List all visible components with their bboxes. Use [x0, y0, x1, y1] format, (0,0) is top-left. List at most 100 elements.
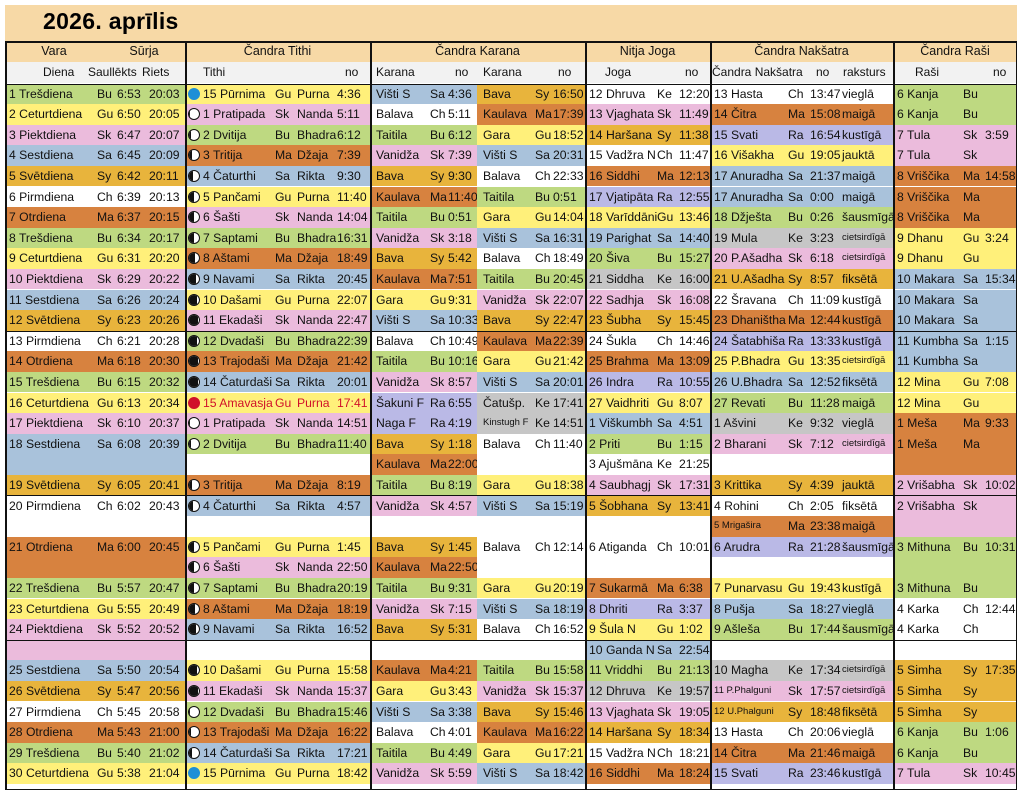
joga-cell-time: 12:20 — [679, 86, 710, 101]
joga-cell-planet: Ke — [657, 457, 672, 472]
karana1-cell: Vanidža Sk 8:57 — [370, 371, 477, 393]
karana1-cell-name: Taitila — [376, 477, 408, 492]
day-cell: 12 Svētdiena Sy 6:23 20:26 — [5, 310, 185, 331]
tithi-cell-planet: Sa — [275, 271, 290, 286]
tithi-cell-kind: Nanda — [297, 107, 333, 122]
rasi-cell-planet: Bu — [963, 107, 978, 122]
karana1-cell-name: Vanidža — [376, 230, 420, 245]
tithi-cell-planet: Bu — [275, 333, 290, 348]
joga-cell-time: 17:31 — [679, 477, 710, 492]
header-karana-group: Čandra Karana — [370, 41, 585, 62]
nakshatra-cell-character: vieglā — [842, 416, 874, 431]
karana1-cell-time: 3:38 — [448, 704, 472, 719]
karana1-cell-planet: Sa — [430, 313, 445, 328]
row-divider — [5, 639, 1017, 642]
karana2-cell-planet: Gu — [535, 580, 552, 595]
day-cell-name: 22 Trešdiena — [9, 580, 80, 595]
karana2-cell-planet: Sa — [535, 498, 550, 513]
moon-phase-icon — [188, 726, 200, 739]
joga-cell-planet: Gu — [657, 210, 674, 225]
karana2-cell-name: Višti S — [483, 498, 518, 513]
joga-cell-name: 3 Ajušmāna — [589, 457, 653, 472]
tithi-cell-time: 20:19 — [337, 580, 368, 595]
rasi-cell-name: 6 Kanja — [897, 107, 939, 122]
day-cell: 4 Sestdiena Sa 6:45 20:09 — [5, 145, 185, 166]
rasi-cell-planet: Ma — [963, 210, 980, 225]
karana1-cell-time: 9:31 — [448, 292, 472, 307]
nakshatra-cell-time: 21:28 — [810, 539, 841, 554]
nakshatra-cell-planet: Gu — [788, 354, 805, 369]
day-cell-planet: Bu — [97, 230, 112, 245]
karana2-cell-planet: Bu — [535, 189, 550, 204]
nakshatra-cell-character: cietsirdīgā — [842, 231, 886, 243]
karana1-cell-planet: Sk — [430, 230, 445, 245]
nakshatra-cell: 15 Svati Ra 23:46 kustīgā — [710, 763, 893, 784]
rasi-cell-planet: Sa — [963, 333, 978, 348]
karana1-cell-name: Taitila — [376, 580, 408, 595]
day-cell-sunrise: 5:52 — [117, 622, 141, 637]
joga-cell-time: 19:57 — [679, 683, 710, 698]
rasi-cell: 8 Vriščika Ma — [893, 207, 1017, 228]
nakshatra-cell-name: 19 Mula — [714, 230, 758, 245]
empty-cell — [893, 516, 1017, 537]
karana1-cell: Šakuni F Ra 6:55 — [370, 392, 477, 414]
rasi-cell-name: 1 Meša — [897, 416, 937, 431]
joga-cell-time: 13:46 — [679, 210, 710, 225]
karana1-cell-time: 10:16 — [448, 354, 477, 369]
tithi-cell-name: 2 Dvitija — [203, 436, 247, 451]
karana1-cell-planet: Ch — [430, 725, 446, 740]
nakshatra-cell-time: 0:26 — [810, 210, 834, 225]
karana1-cell-time: 7:15 — [448, 601, 472, 616]
karana2-cell: Kaulava Ma 16:22 — [477, 722, 585, 743]
empty-cell — [710, 639, 893, 661]
karana1-cell-time: 4:36 — [448, 86, 472, 101]
moon-phase-icon — [188, 499, 200, 512]
tithi-cell-time: 17:21 — [337, 745, 368, 760]
karana2-cell: Višti S Sa 20:01 — [477, 371, 585, 393]
day-cell-planet: Ch — [97, 704, 113, 719]
nakshatra-cell-character: kustīgā — [842, 333, 882, 348]
day-cell-planet: Ma — [97, 725, 114, 740]
title-bar: 2026. aprīlis — [5, 5, 1017, 41]
tithi-cell: 10 Dašami Gu Purna 22:07 — [185, 289, 370, 311]
day-cell-planet: Sk — [97, 416, 112, 431]
day-cell-sunrise: 5:43 — [117, 725, 141, 740]
nakshatra-cell-character: maigā — [842, 107, 876, 122]
row-divider — [5, 41, 1017, 43]
nakshatra-cell: 9 Ašleša Bu 17:44 šausmīgā — [710, 619, 893, 640]
karana1-cell-name: Bava — [376, 168, 404, 183]
rasi-cell: 6 Kanja Bu 1:06 — [893, 722, 1017, 743]
joga-cell-planet: Ma — [657, 580, 674, 595]
tithi-cell-kind: Bhadra — [297, 580, 337, 595]
moon-phase-icon — [188, 149, 200, 162]
karana1-cell: Bava Sy 9:30 — [370, 165, 477, 187]
header-surja: Sūrja — [103, 41, 185, 62]
nakshatra-cell-character: kustīgā — [842, 313, 882, 328]
rasi-cell-time: 9:33 — [985, 416, 1009, 431]
nakshatra-cell-name: 12 U.Phalguni — [714, 705, 774, 717]
tithi-cell-time: 20:01 — [337, 374, 368, 389]
tithi-cell-kind: Purna — [297, 86, 330, 101]
joga-cell-time: 1:15 — [679, 436, 703, 451]
nakshatra-cell-character: jauktā — [842, 477, 875, 492]
karana1-cell: Bava Sy 1:18 — [370, 433, 477, 455]
nakshatra-cell-time: 18:48 — [810, 704, 841, 719]
rasi-cell-name: 5 Simha — [897, 663, 942, 678]
karana1-cell: Vanidža Sk 3:18 — [370, 227, 477, 249]
joga-cell-name: 6 Atiganda — [589, 539, 647, 554]
col-karana1-no: no — [455, 65, 469, 79]
karana2-cell-name: Taitila — [483, 663, 515, 678]
karana2-cell: Višti S Sa 20:31 — [477, 145, 585, 166]
karana1-cell-name: Višti S — [376, 704, 411, 719]
nakshatra-cell-name: 10 Magha — [714, 663, 769, 678]
karana1-cell-name: Kaulava — [376, 189, 421, 204]
karana1-cell-planet: Sk — [430, 498, 445, 513]
nakshatra-cell-planet: Sa — [788, 374, 803, 389]
karana2-cell-time: 22:33 — [553, 168, 584, 183]
tithi-cell-name: 7 Saptami — [203, 230, 258, 245]
tithi-cell: 3 Tritija Ma Džaja 7:39 — [185, 145, 370, 166]
karana2-cell-time: 18:42 — [553, 766, 584, 781]
empty-cell — [477, 639, 585, 661]
nakshatra-cell-time: 0:00 — [810, 189, 834, 204]
karana2-cell-name: Taitila — [483, 189, 515, 204]
